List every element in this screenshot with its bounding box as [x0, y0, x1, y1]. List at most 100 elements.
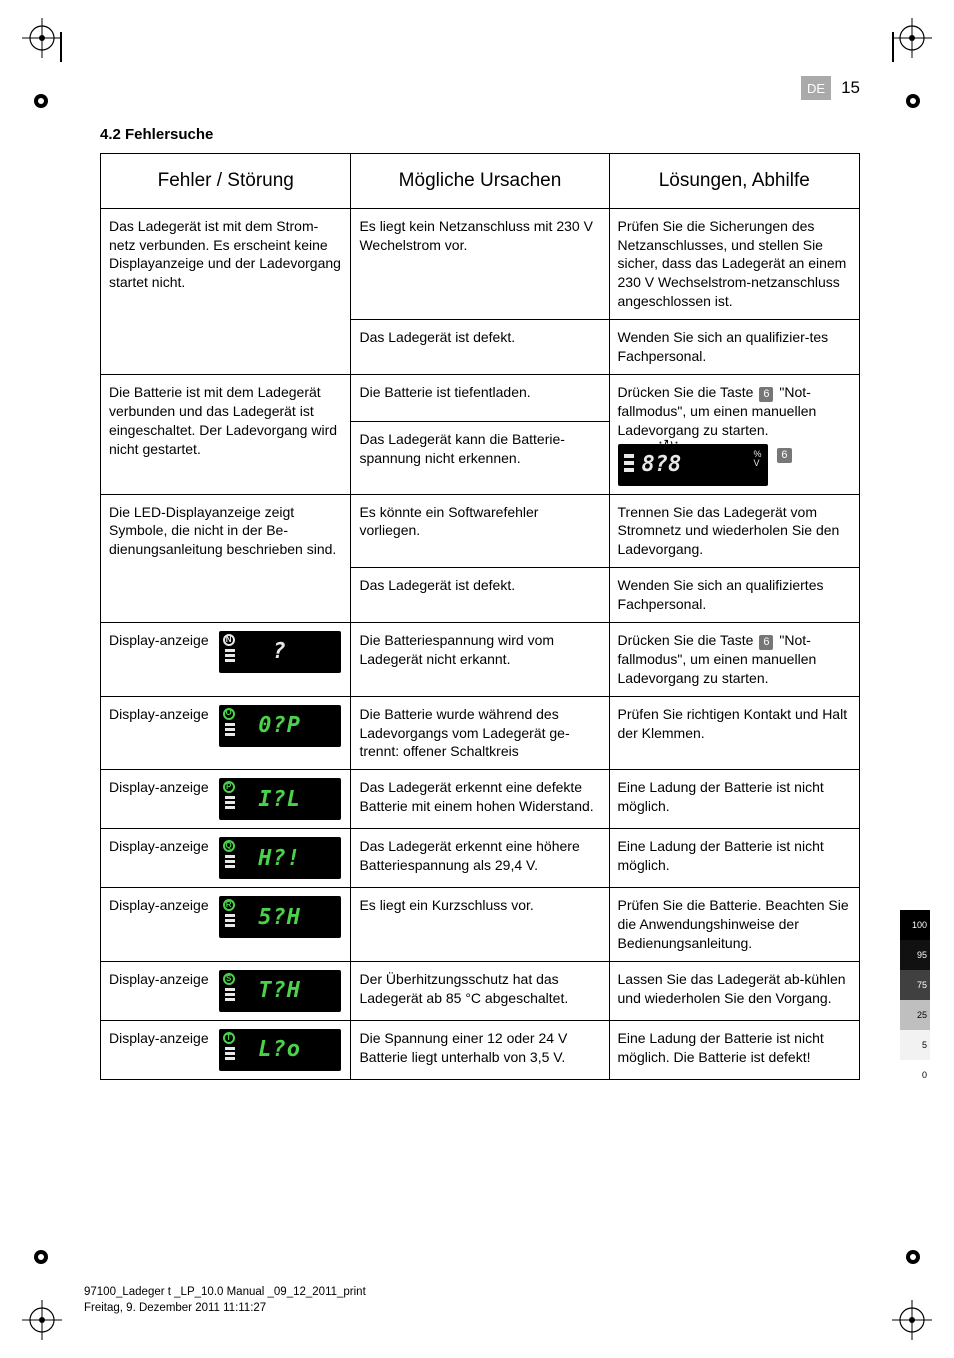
cell-cause: Es könnte ein Softwarefehler vorliegen.	[351, 494, 609, 568]
registration-dot	[904, 92, 922, 110]
cell-cause: Die Batteriespannung wird vom Ladegerät …	[351, 623, 609, 697]
lcd-seg: I?L	[258, 785, 301, 815]
lcd-seg: ?	[272, 637, 286, 667]
lcd-bars-icon	[225, 723, 235, 736]
page-header: DE 15	[100, 76, 860, 100]
cell-cause: Die Batterie ist tiefentladen.	[351, 374, 609, 421]
table-row: Die Batterie ist mit dem Ladegerät verbu…	[101, 374, 860, 421]
cell-cause: Der Überhitzungsschutz hat das Ladegerät…	[351, 962, 609, 1021]
crop-mark-bl	[22, 1300, 62, 1340]
cell-cause: Das Ladegerät kann die Batterie-spannung…	[351, 422, 609, 494]
cell-fix: Trennen Sie das Ladegerät vom Stromnetz …	[609, 494, 859, 568]
table-header-row: Fehler / Störung Mögliche Ursachen Lösun…	[101, 154, 860, 209]
table-row: Display-anzeigeO0?PDie Batterie wurde wä…	[101, 696, 860, 770]
table-row: Display-anzeige ST?HDer Überhitzungsschut…	[101, 962, 860, 1021]
col-fault: Fehler / Störung	[101, 154, 351, 209]
print-footer: 97100_Ladeger t _LP_10.0 Manual _09_12_2…	[84, 1284, 366, 1316]
lcd-tag-icon: R	[223, 899, 235, 911]
lcd-bars-icon	[225, 914, 235, 927]
cell-fix: Wenden Sie sich an qualifizier-tes Fachp…	[609, 320, 859, 375]
ink-swatch: 0	[900, 1060, 930, 1090]
cell-cause: Das Ladegerät ist defekt.	[351, 320, 609, 375]
lcd-inline-icon: 8?8 %V	[618, 444, 768, 486]
cell-cause: Es liegt ein Kurzschluss vor.	[351, 888, 609, 962]
cell-fix: Drücken Sie die Taste 6 "Not-fallmodus",…	[609, 374, 859, 494]
table-row: Das Ladegerät ist mit dem Strom-netz ver…	[101, 208, 860, 319]
lcd-tag-icon: T	[223, 1032, 235, 1044]
cell-fix: Eine Ladung der Batterie ist nicht mögli…	[609, 829, 859, 888]
cell-fault: Das Ladegerät ist mit dem Strom-netz ver…	[101, 208, 351, 374]
crop-mark-br	[892, 1300, 932, 1340]
lcd-tag-icon: N	[223, 634, 235, 646]
table-row: Die LED-Displayanzeige zeigt Symbole, di…	[101, 494, 860, 568]
crop-mark-tr	[892, 18, 932, 58]
lcd-icon: N?	[219, 631, 341, 673]
lcd-tag-icon: O	[223, 708, 235, 720]
lcd-bars-icon	[225, 855, 235, 868]
registration-dot	[32, 92, 50, 110]
section-title: 4.2 Fehlersuche	[100, 126, 860, 143]
footer-line1: 97100_Ladeger t _LP_10.0 Manual _09_12_2…	[84, 1284, 366, 1300]
trim-mark	[892, 32, 894, 62]
cell-display: Display-anzeige PI?L	[101, 770, 351, 829]
table-row: Display-anzeigePI?LDas Ladegerät erkennt…	[101, 770, 860, 829]
crop-mark-tl	[22, 18, 62, 58]
display-label: Display-anzeige	[109, 778, 209, 797]
cell-fix: Eine Ladung der Batterie ist nicht mögli…	[609, 1021, 859, 1080]
display-label: Display-anzeige	[109, 1029, 209, 1048]
table-row: Display-anzeigeR5?HEs liegt ein Kurzschl…	[101, 888, 860, 962]
lcd-icon: Q H?!	[219, 837, 341, 879]
cell-fix: Wenden Sie sich an qualifiziertes Fachpe…	[609, 568, 859, 623]
cell-display: Display-anzeige T L?o	[101, 1021, 351, 1080]
display-label: Display-anzeige	[109, 970, 209, 989]
cell-cause: Es liegt kein Netzanschluss mit 230 V We…	[351, 208, 609, 319]
table-row: Display-anzeigeN?Die Batteriespannung wi…	[101, 623, 860, 697]
table-row: Display-anzeige Q H?! Das Ladegerät erkennt…	[101, 829, 860, 888]
key-6-icon: 6	[759, 387, 773, 402]
lcd-tag-icon: Q	[223, 840, 235, 852]
cell-cause: Die Batterie wurde während des Ladevorga…	[351, 696, 609, 770]
lcd-bars-icon	[225, 796, 235, 809]
ink-swatch: 75	[900, 970, 930, 1000]
table-row: Display-anzeige T L?o Die Spannung einer 12…	[101, 1021, 860, 1080]
cell-fault: Die Batterie ist mit dem Ladegerät verbu…	[101, 374, 351, 494]
cell-display: Display-anzeige ST?H	[101, 962, 351, 1021]
cell-cause: Die Spannung einer 12 oder 24 V Batterie…	[351, 1021, 609, 1080]
key-6-icon: 6	[759, 635, 773, 650]
cell-cause: Das Ladegerät erkennt eine höhere Batter…	[351, 829, 609, 888]
display-label: Display-anzeige	[109, 631, 209, 650]
fix-text-pre: Drücken Sie die Taste	[618, 632, 758, 648]
cell-fix: Eine Ladung der Batterie ist nicht mögli…	[609, 770, 859, 829]
fix-text-pre: Drücken Sie die Taste	[618, 384, 758, 400]
cell-fix: Prüfen Sie richtigen Kontakt und Halt de…	[609, 696, 859, 770]
col-cause: Mögliche Ursachen	[351, 154, 609, 209]
key-6-callout-icon: 6	[777, 448, 791, 463]
lcd-icon: O 0?P	[219, 705, 341, 747]
lcd-bars-icon	[225, 649, 235, 662]
ink-swatch: 95	[900, 940, 930, 970]
ink-density-bar: 10095752550	[900, 910, 930, 1090]
page-number: 15	[841, 78, 860, 98]
language-badge: DE	[801, 76, 831, 100]
cell-cause: Das Ladegerät ist defekt.	[351, 568, 609, 623]
cell-display: Display-anzeigeR5?H	[101, 888, 351, 962]
cell-fix: Prüfen Sie die Batterie. Beachten Sie di…	[609, 888, 859, 962]
ink-swatch: 100	[900, 910, 930, 940]
cell-display: Display-anzeigeO0?P	[101, 696, 351, 770]
lcd-seg: L?o	[258, 1035, 301, 1065]
lcd-seg: H?!	[258, 844, 301, 874]
lcd-icon: ST?H	[219, 970, 341, 1012]
lcd-icon: PI?L	[219, 778, 341, 820]
lcd-tag-icon: S	[223, 973, 235, 985]
lcd-bars-icon	[225, 988, 235, 1001]
cell-fix: Prüfen Sie die Sicherungen des Netzansch…	[609, 208, 859, 319]
page-content: DE 15 4.2 Fehlersuche Fehler / Störung M…	[100, 76, 860, 1236]
troubleshoot-table: Fehler / Störung Mögliche Ursachen Lösun…	[100, 153, 860, 1080]
ink-swatch: 25	[900, 1000, 930, 1030]
ink-swatch: 5	[900, 1030, 930, 1060]
lcd-seg: 5?H	[258, 903, 301, 933]
lcd-seg: 0?P	[258, 711, 301, 741]
lcd-bars-icon	[225, 1047, 235, 1060]
col-fix: Lösungen, Abhilfe	[609, 154, 859, 209]
display-label: Display-anzeige	[109, 837, 209, 856]
